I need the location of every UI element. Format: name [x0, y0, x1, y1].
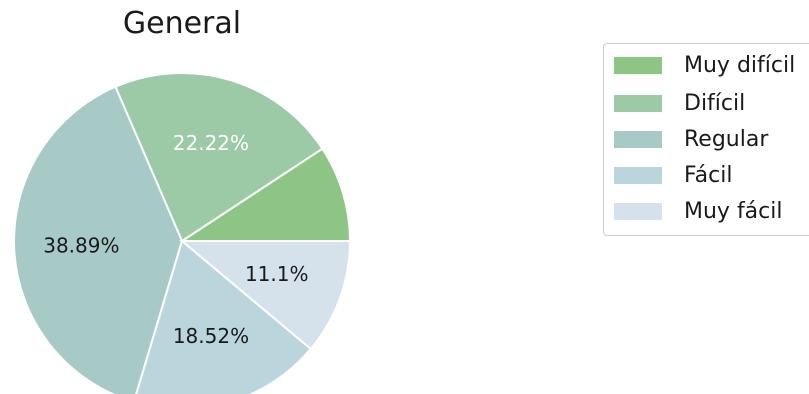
legend-swatch	[614, 130, 662, 148]
pie-slice-muy-f-cil	[179, 240, 352, 351]
legend-swatch	[614, 94, 662, 112]
pie-data-label: 38.89%	[43, 233, 119, 257]
legend: Muy difícil Difícil Regular Fácil Muy fá…	[603, 43, 809, 236]
pie-slice-regular	[13, 85, 184, 394]
pie-slice-dif-cil	[114, 72, 324, 243]
legend-swatch	[614, 166, 662, 184]
legend-item-regular: Regular	[614, 124, 768, 154]
legend-label: Muy fácil	[684, 198, 783, 224]
pie-data-label: 11.1%	[245, 262, 309, 286]
pie-slice-muy-dif-cil	[178, 147, 352, 242]
pie-data-label: 22.22%	[173, 131, 249, 155]
pie-data-label: 18.52%	[173, 324, 249, 348]
legend-swatch	[614, 56, 662, 74]
chart-title: General	[123, 6, 241, 41]
pie-slices	[13, 72, 352, 394]
legend-item-dificil: Difícil	[614, 88, 745, 118]
legend-label: Difícil	[684, 90, 746, 116]
pie-data-labels: 22.22% 38.89% 18.52% 11.1%	[43, 131, 308, 348]
legend-label: Regular	[684, 126, 769, 152]
pie-slice-f-cil	[135, 239, 313, 394]
legend-item-muy-facil: Muy fácil	[614, 196, 782, 226]
legend-label: Muy difícil	[684, 52, 796, 78]
legend-item-facil: Fácil	[614, 160, 732, 190]
legend-item-muy-dificil: Muy difícil	[614, 50, 795, 80]
legend-label: Fácil	[684, 162, 733, 188]
legend-swatch	[614, 202, 662, 220]
